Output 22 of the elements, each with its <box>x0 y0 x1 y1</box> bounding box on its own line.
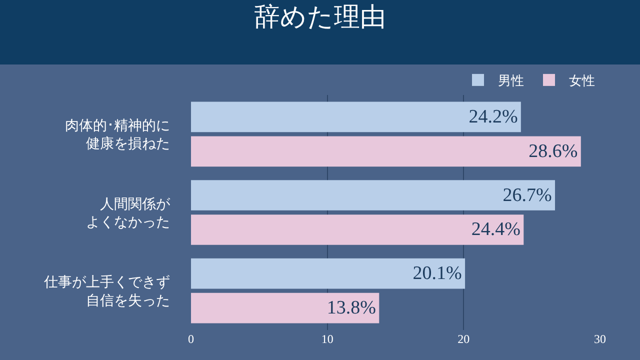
y-tick-label: 仕事が上手くできず自信を失った <box>43 274 170 309</box>
bar <box>191 258 466 289</box>
x-tick-label: 10 <box>321 332 334 346</box>
x-tick-label: 30 <box>594 332 606 346</box>
data-label: 20.1% <box>412 263 462 284</box>
legend-label: 男性 <box>498 73 524 88</box>
y-tick-label: 人間関係がよくなかった <box>86 196 171 230</box>
chart-title: 辞めた理由 <box>254 2 386 32</box>
data-label: 24.4% <box>471 219 521 240</box>
x-tick-label: 0 <box>188 332 194 346</box>
x-tick-label: 20 <box>458 332 470 346</box>
data-label: 24.2% <box>468 106 518 128</box>
data-label: 26.7% <box>502 184 552 206</box>
data-label: 13.8% <box>326 298 376 319</box>
bar <box>191 136 581 167</box>
legend-label: 女性 <box>569 73 595 88</box>
bar <box>191 292 380 324</box>
y-tick-label: 肉体的･精神的に健康を損ねた <box>65 118 170 152</box>
bar <box>191 102 521 132</box>
bar <box>191 180 556 210</box>
data-label: 28.6% <box>528 140 578 162</box>
bar <box>191 214 524 245</box>
